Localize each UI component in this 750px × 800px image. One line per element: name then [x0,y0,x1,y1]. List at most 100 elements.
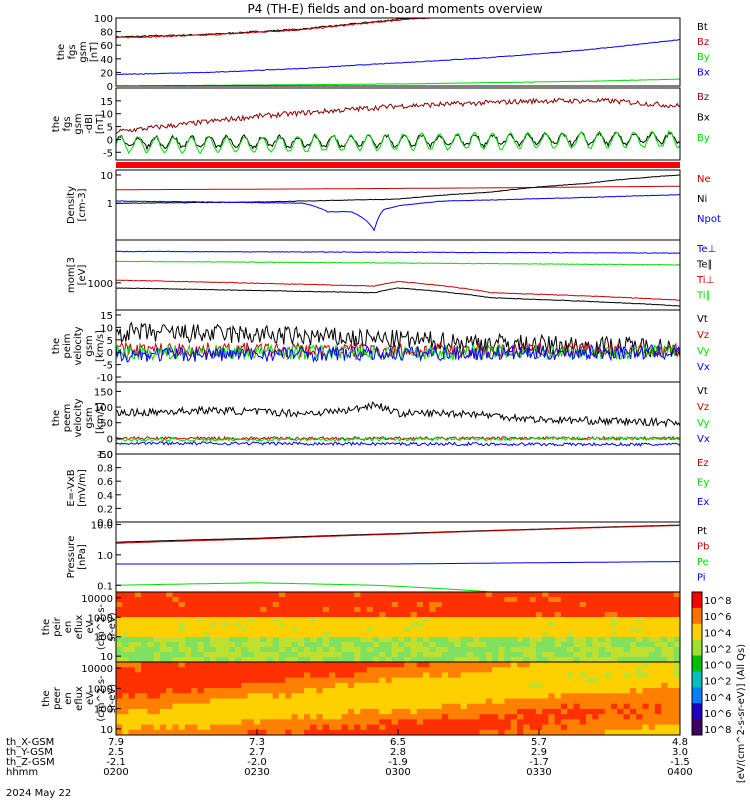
heatmap-cell [598,647,606,653]
heatmap-cell [466,724,474,731]
heatmap-cell [404,647,412,653]
colorbar-tick-label: 10^0 [704,661,731,672]
heatmap-cell [291,703,299,710]
heatmap-cell [197,703,205,710]
heatmap-cell [316,677,324,684]
heatmap-cell [510,672,518,679]
heatmap-cell [272,642,280,648]
date-label: 2024 May 22 [6,788,71,799]
heatmap-cell [542,667,549,673]
heatmap-cell [203,672,211,679]
heatmap-cell [560,652,568,658]
heatmap-cell [573,612,581,618]
y-tick-label: 0.4 [97,491,113,502]
heatmap-cell [492,708,499,715]
heatmap-cell [560,703,568,710]
heatmap-cell [629,622,637,628]
heatmap-cell [623,682,631,689]
heatmap-cell [604,617,612,623]
heatmap-cell [498,724,506,731]
heatmap-cell [247,698,255,705]
heatmap-cell [423,682,430,689]
heatmap-cell [360,729,368,736]
heatmap-cell [122,632,130,638]
heatmap-cell [184,617,192,623]
heatmap-cell [278,627,286,633]
heatmap-cell [241,647,249,653]
heatmap-cell [441,597,449,603]
heatmap-cell [291,688,299,694]
heatmap-cell [354,682,361,689]
heatmap-cell [592,724,600,731]
heatmap-cell [423,693,430,699]
heatmap-cell [523,592,531,598]
orbit-value: -2.1 [106,757,126,768]
y-axis-label-line: [nT] [95,114,106,134]
heatmap-cell [592,688,600,694]
heatmap-cell [260,714,267,720]
heatmap-cell [498,708,506,715]
heatmap-cell [128,642,136,648]
heatmap-cell [128,662,136,668]
heatmap-cell [304,592,311,598]
heatmap-cell [504,688,512,694]
heatmap-cell [159,637,167,643]
heatmap-cell [310,662,318,668]
heatmap-cell [385,597,393,603]
heatmap-cell [623,677,631,684]
heatmap-cell [498,719,506,726]
heatmap-cell [310,622,318,628]
heatmap-cell [366,632,374,638]
heatmap-cell [285,602,292,608]
heatmap-cell [291,647,299,653]
heatmap-cell [172,607,180,613]
heatmap-cell [159,719,167,726]
heatmap-cell [172,688,180,694]
heatmap-cell [116,602,123,608]
heatmap-cell [285,688,292,694]
heatmap-cell [235,688,242,694]
heatmap-cell [222,724,230,731]
heatmap-cell [310,647,318,653]
heatmap-cell [372,592,380,598]
heatmap-cell [454,724,462,731]
heatmap-cell [466,677,474,684]
heatmap-cell [354,662,361,668]
heatmap-cell [429,724,437,731]
heatmap-cell [266,632,274,638]
heatmap-cell [542,714,549,720]
heatmap-cell [642,617,650,623]
heatmap-cell [560,627,568,633]
heatmap-cell [391,642,399,648]
heatmap-cell [210,627,217,633]
heatmap-cell [573,632,581,638]
heatmap-cell [441,602,449,608]
heatmap-cell [166,662,173,668]
heatmap-cell [673,698,681,705]
heatmap-cell [316,714,324,720]
heatmap-cell [128,637,136,643]
heatmap-cell [297,617,305,623]
heatmap-cell [291,693,299,699]
heatmap-cell [466,698,474,705]
heatmap-cell [297,708,305,715]
heatmap-cell [228,632,236,638]
heatmap-cell [134,708,142,715]
heatmap-cell [253,622,261,628]
heatmap-cell [260,637,267,643]
heatmap-cell [548,693,556,699]
heatmap-cell [423,622,430,628]
series-line-green [115,260,681,266]
heatmap-cell [492,617,499,623]
heatmap-cell [667,642,675,648]
heatmap-cell [604,632,612,638]
heatmap-cell [404,724,412,731]
heatmap-cell [191,714,198,720]
heatmap-cell [629,597,637,603]
orbit-row-label: th_Z-GSM [6,757,55,768]
heatmap-cell [604,682,612,689]
heatmap-cell [116,607,123,613]
y-tick-label: 10 [100,171,113,182]
heatmap-cell [567,622,574,628]
heatmap-cell [379,688,386,694]
